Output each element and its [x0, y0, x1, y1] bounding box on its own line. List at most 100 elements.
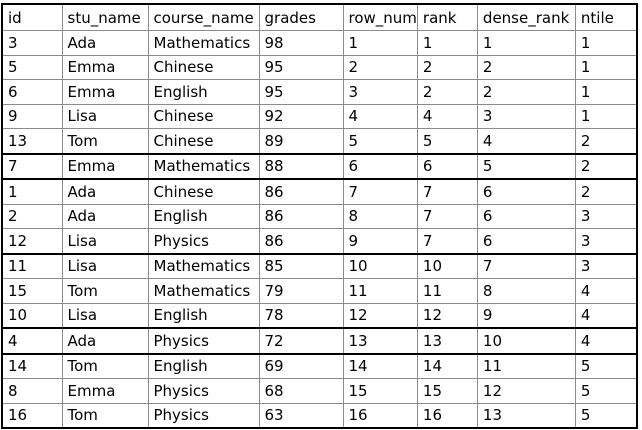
cell-stu-name: Lisa	[61, 253, 149, 279]
cell-ntile: 1	[574, 30, 639, 56]
cell-stu-name: Lisa	[61, 302, 149, 329]
cell-dense-rank: 12	[476, 378, 576, 404]
cell-ntile: 3	[574, 253, 639, 279]
header-row: id stu_name course_name grades row_num r…	[1, 3, 639, 31]
cell-course-name: Chinese	[147, 103, 260, 129]
column-header-course-name: course_name	[147, 3, 260, 31]
cell-id: 12	[1, 228, 63, 255]
cell-row-num: 11	[342, 278, 418, 304]
cell-dense-rank: 2	[476, 79, 576, 105]
cell-rank: 14	[416, 353, 478, 379]
cell-dense-rank: 1	[476, 30, 576, 56]
column-header-grades: grades	[258, 3, 344, 31]
cell-rank: 7	[416, 228, 478, 255]
table-row: 12 Lisa Physics 86 9 7 6 3	[1, 228, 639, 255]
cell-grades: 85	[258, 253, 344, 279]
cell-row-num: 16	[342, 402, 418, 429]
cell-stu-name: Emma	[61, 79, 149, 105]
cell-stu-name: Tom	[61, 402, 149, 429]
cell-id: 13	[1, 128, 63, 155]
cell-ntile: 2	[574, 153, 639, 180]
table-row: 4 Ada Physics 72 13 13 10 4	[1, 327, 639, 355]
cell-ntile: 2	[574, 178, 639, 205]
cell-rank: 16	[416, 402, 478, 429]
cell-dense-rank: 3	[476, 103, 576, 129]
cell-ntile: 5	[574, 378, 639, 404]
cell-ntile: 3	[574, 228, 639, 255]
cell-stu-name: Ada	[61, 203, 149, 229]
cell-grades: 86	[258, 203, 344, 229]
cell-rank: 5	[416, 128, 478, 155]
cell-ntile: 4	[574, 327, 639, 355]
cell-stu-name: Ada	[61, 30, 149, 56]
cell-ntile: 1	[574, 54, 639, 80]
cell-rank: 7	[416, 203, 478, 229]
cell-row-num: 10	[342, 253, 418, 279]
column-header-stu-name: stu_name	[61, 3, 149, 31]
table-row: 13 Tom Chinese 89 5 5 4 2	[1, 128, 639, 155]
cell-id: 8	[1, 378, 63, 404]
cell-grades: 89	[258, 128, 344, 155]
cell-row-num: 13	[342, 327, 418, 355]
cell-stu-name: Ada	[61, 327, 149, 355]
cell-rank: 2	[416, 54, 478, 80]
cell-course-name: Chinese	[147, 128, 260, 155]
cell-row-num: 8	[342, 203, 418, 229]
cell-id: 6	[1, 79, 63, 105]
cell-ntile: 4	[574, 302, 639, 329]
cell-dense-rank: 6	[476, 203, 576, 229]
cell-grades: 69	[258, 353, 344, 379]
cell-id: 16	[1, 402, 63, 429]
cell-ntile: 5	[574, 353, 639, 379]
cell-grades: 95	[258, 54, 344, 80]
cell-id: 4	[1, 327, 63, 355]
cell-ntile: 1	[574, 79, 639, 105]
column-header-row-num: row_num	[342, 3, 418, 31]
table-row: 15 Tom Mathematics 79 11 11 8 4	[1, 278, 639, 304]
cell-course-name: Chinese	[147, 178, 260, 205]
cell-stu-name: Ada	[61, 178, 149, 205]
cell-stu-name: Lisa	[61, 228, 149, 255]
cell-course-name: Mathematics	[147, 153, 260, 180]
cell-id: 10	[1, 302, 63, 329]
table-row: 10 Lisa English 78 12 12 9 4	[1, 302, 639, 329]
cell-rank: 15	[416, 378, 478, 404]
cell-course-name: Mathematics	[147, 30, 260, 56]
cell-course-name: English	[147, 79, 260, 105]
cell-id: 5	[1, 54, 63, 80]
cell-dense-rank: 13	[476, 402, 576, 429]
cell-rank: 6	[416, 153, 478, 180]
cell-row-num: 6	[342, 153, 418, 180]
table-row: 14 Tom English 69 14 14 11 5	[1, 353, 639, 379]
cell-dense-rank: 7	[476, 253, 576, 279]
table-row: 5 Emma Chinese 95 2 2 2 1	[1, 54, 639, 80]
cell-row-num: 15	[342, 378, 418, 404]
cell-id: 15	[1, 278, 63, 304]
cell-stu-name: Lisa	[61, 103, 149, 129]
cell-course-name: Mathematics	[147, 253, 260, 279]
cell-course-name: English	[147, 302, 260, 329]
cell-grades: 63	[258, 402, 344, 429]
cell-course-name: Physics	[147, 378, 260, 404]
cell-row-num: 2	[342, 54, 418, 80]
cell-course-name: Physics	[147, 228, 260, 255]
table-row: 2 Ada English 86 8 7 6 3	[1, 203, 639, 229]
cell-dense-rank: 2	[476, 54, 576, 80]
cell-grades: 88	[258, 153, 344, 180]
column-header-dense-rank: dense_rank	[476, 3, 576, 31]
cell-dense-rank: 5	[476, 153, 576, 180]
cell-stu-name: Emma	[61, 153, 149, 180]
cell-grades: 79	[258, 278, 344, 304]
cell-row-num: 14	[342, 353, 418, 379]
table-row: 7 Emma Mathematics 88 6 6 5 2	[1, 153, 639, 180]
table-row: 3 Ada Mathematics 98 1 1 1 1	[1, 30, 639, 56]
cell-row-num: 9	[342, 228, 418, 255]
cell-rank: 2	[416, 79, 478, 105]
cell-row-num: 1	[342, 30, 418, 56]
cell-grades: 92	[258, 103, 344, 129]
cell-course-name: Chinese	[147, 54, 260, 80]
cell-grades: 68	[258, 378, 344, 404]
table-row: 16 Tom Physics 63 16 16 13 5	[1, 402, 639, 429]
cell-grades: 86	[258, 228, 344, 255]
table-row: 6 Emma English 95 3 2 2 1	[1, 79, 639, 105]
